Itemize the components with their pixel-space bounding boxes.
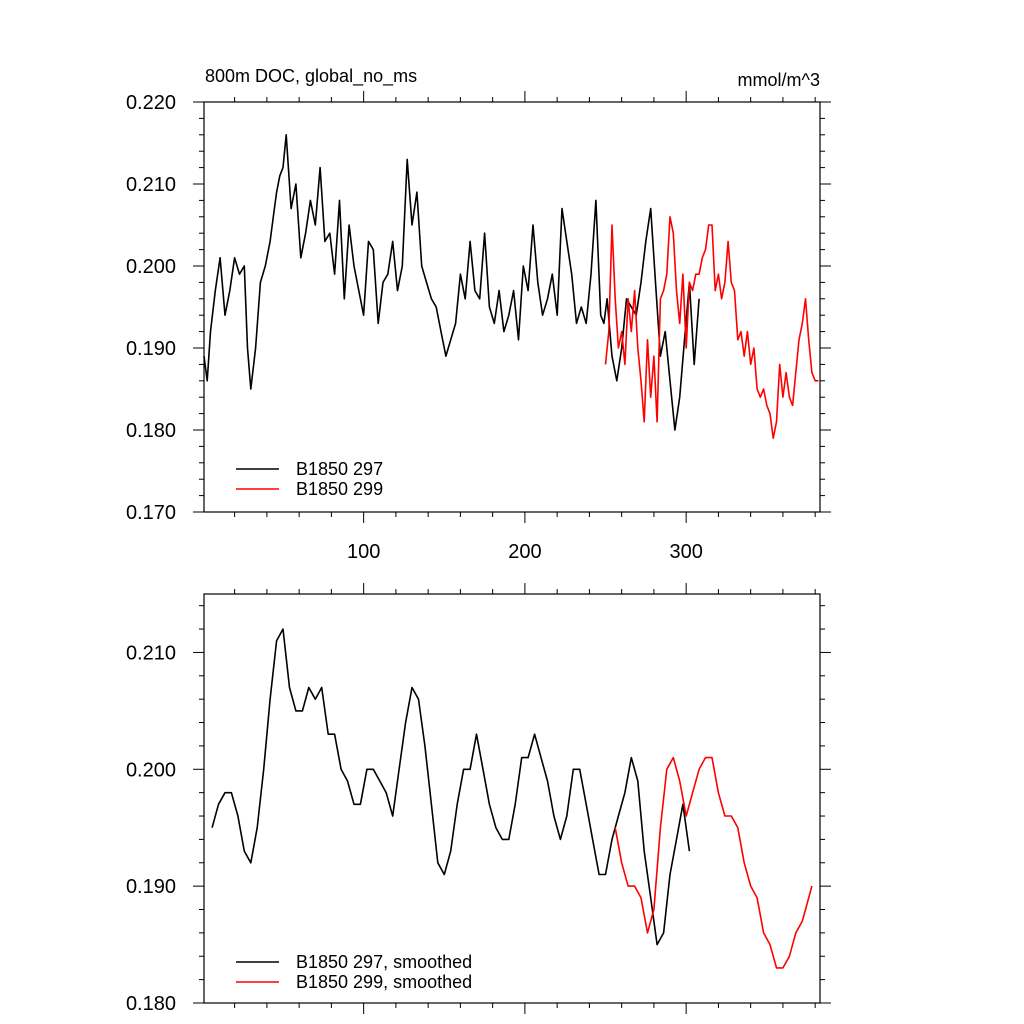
y-tick-label: 0.170 bbox=[126, 502, 176, 524]
y-tick-label: 0.200 bbox=[126, 759, 176, 781]
top-panel-title: 800m DOC, global_no_ms bbox=[205, 66, 417, 87]
legend-label-1: B1850 297, smoothed bbox=[296, 952, 472, 972]
y-tick-label: 0.180 bbox=[126, 993, 176, 1015]
y-tick-label: 0.220 bbox=[126, 92, 176, 114]
bottom-series-group bbox=[211, 628, 813, 969]
x-tick-label: 100 bbox=[347, 541, 380, 563]
series-line-2 bbox=[604, 216, 819, 439]
bottom-axes: 0.180 0.190 0.200 0.210 bbox=[126, 583, 831, 1015]
x-tick-label: 200 bbox=[508, 541, 541, 563]
top-panel-units: mmol/m^3 bbox=[738, 70, 820, 90]
top-axes: 0.170 0.180 0.190 0.200 0.210 0.220 100 200 300 bbox=[126, 91, 831, 563]
bottom-panel: 0.180 0.190 0.200 0.210 B1850 297, smoothed… bbox=[126, 583, 831, 1015]
legend-label-2: B1850 299, smoothed bbox=[296, 972, 472, 992]
y-tick-label: 0.180 bbox=[126, 420, 176, 442]
legend-label-2: B1850 299 bbox=[296, 479, 383, 499]
y-tick-label: 0.190 bbox=[126, 876, 176, 898]
y-tick-label: 0.190 bbox=[126, 338, 176, 360]
top-series-group bbox=[203, 134, 819, 439]
series-line-2 bbox=[614, 756, 813, 969]
legend-label-1: B1850 297 bbox=[296, 459, 383, 479]
top-panel: 800m DOC, global_no_ms mmol/m^3 0.1700.1… bbox=[126, 66, 831, 563]
x-tick-label: 300 bbox=[669, 541, 702, 563]
series-line-1 bbox=[211, 628, 691, 946]
plot-frame bbox=[203, 101, 821, 513]
plot-frame bbox=[203, 593, 821, 1004]
y-tick-label: 0.210 bbox=[126, 174, 176, 196]
y-tick-label: 0.210 bbox=[126, 642, 176, 664]
series-line-1 bbox=[203, 134, 700, 431]
y-tick-label: 0.200 bbox=[126, 256, 176, 278]
